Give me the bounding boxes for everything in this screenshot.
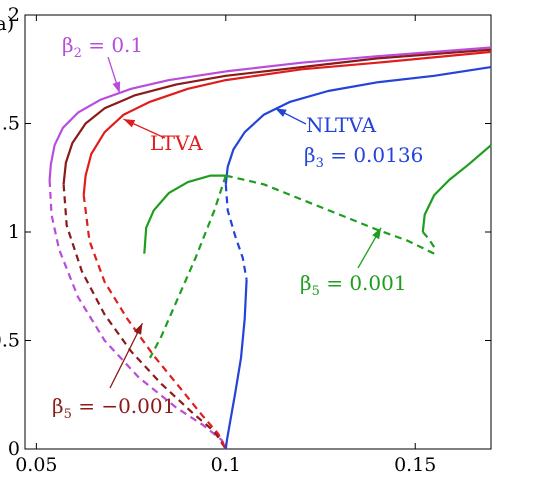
arrowhead-nltva xyxy=(275,108,287,117)
curves xyxy=(48,46,492,450)
arrowhead-ltva xyxy=(123,119,136,128)
annotation-nltva-part-0: NLTVA xyxy=(306,113,377,137)
curve-nltva-solid_upper xyxy=(224,66,492,185)
x-tick-label: 0.1 xyxy=(211,454,241,476)
curve-nltva-solid_lower xyxy=(224,279,248,450)
annotation-arrows xyxy=(107,56,382,389)
y-tick-label: 2 xyxy=(8,4,20,26)
y-tick-label: 0 xyxy=(8,438,20,460)
annotation-b3-part-2: = 0.0136 xyxy=(324,143,423,167)
curve-b5_neg-solid xyxy=(62,48,492,185)
panel-label: (a) xyxy=(0,13,14,35)
annotation-b5_neg: β5 = −0.001 xyxy=(52,394,175,422)
annotation-b5_pos-part-0: β xyxy=(300,271,312,295)
curve-b5_pos-dashed_upper xyxy=(225,174,435,255)
curve-b2-solid xyxy=(48,46,492,180)
x-tick-label: 0.15 xyxy=(394,454,436,476)
annotation-b5_pos-part-2: = 0.001 xyxy=(320,271,407,295)
annotation-nltva: NLTVA xyxy=(306,113,377,137)
y-tick-label: 1 xyxy=(8,221,20,243)
annotation-b3: β3 = 0.0136 xyxy=(304,143,423,171)
annotation-b2-part-0: β xyxy=(62,33,74,57)
y-tick-label: 1.5 xyxy=(0,113,20,135)
annotation-b5_neg-part-0: β xyxy=(52,394,64,418)
arrow-b5_neg xyxy=(109,322,144,389)
x-tick-label: 0.05 xyxy=(15,454,57,476)
curve-ltva-solid xyxy=(82,50,492,196)
arrowhead-b5_pos xyxy=(372,227,382,240)
annotation-b5_pos: β5 = 0.001 xyxy=(300,271,407,299)
annotation-ltva: LTVA xyxy=(150,131,203,155)
curve-b5_pos-dashed_right xyxy=(421,231,436,248)
annotation-b5_neg-part-1: 5 xyxy=(64,407,72,422)
annotation-b5_neg-part-2: = −0.001 xyxy=(72,394,176,418)
arrowhead-b2 xyxy=(112,81,121,94)
curve-nltva-dashed xyxy=(224,184,248,280)
plot-frame xyxy=(24,14,492,450)
annotation-b3-part-0: β xyxy=(304,143,316,167)
curve-b5_pos-solid_right xyxy=(421,144,492,233)
curve-b5_pos-solid_left xyxy=(143,174,226,254)
axis-ticks: 0.05 0.1 0.15 0 0.5 1 1.5 2 xyxy=(0,4,491,476)
annotation-b5_pos-part-1: 5 xyxy=(312,284,320,299)
arrowhead-b5_neg xyxy=(133,323,143,335)
curve-b2-dashed xyxy=(48,179,227,450)
curve-b5_pos-dashed_lower xyxy=(149,175,227,359)
curve-ltva-dashed xyxy=(82,194,227,450)
curve-b5_neg-dashed xyxy=(62,184,227,450)
annotation-b3-part-1: 3 xyxy=(316,156,324,171)
y-tick-label: 0.5 xyxy=(0,330,20,352)
annotation-ltva-part-0: LTVA xyxy=(150,131,203,155)
annotation-b2-part-2: = 0.1 xyxy=(82,33,143,57)
annotation-b2: β2 = 0.1 xyxy=(62,33,143,61)
annotation-b2-part-1: 2 xyxy=(74,46,82,61)
